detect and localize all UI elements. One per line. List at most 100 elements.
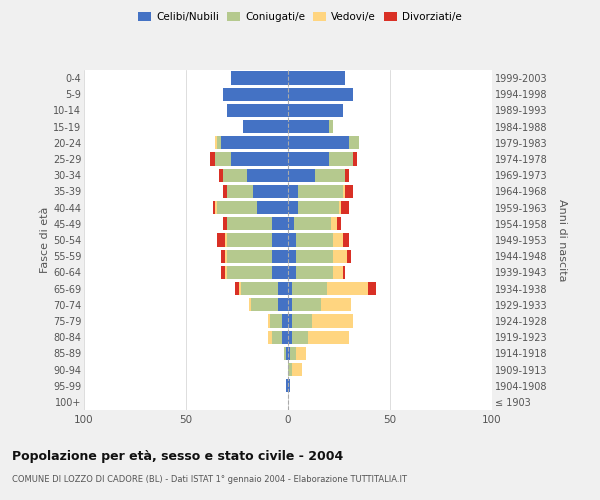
Bar xyxy=(329,152,353,166)
Bar xyxy=(288,282,292,295)
Bar xyxy=(227,266,272,279)
Bar xyxy=(288,217,294,230)
Bar xyxy=(320,298,351,312)
Bar xyxy=(223,185,227,198)
Bar xyxy=(333,250,347,263)
Bar xyxy=(298,185,343,198)
Bar xyxy=(221,136,288,149)
Bar xyxy=(217,136,221,149)
Bar xyxy=(368,282,376,295)
Bar xyxy=(253,185,288,198)
Bar xyxy=(288,363,292,376)
Bar xyxy=(212,201,215,214)
Bar xyxy=(217,201,257,214)
Bar xyxy=(215,152,231,166)
Bar xyxy=(288,346,290,360)
Y-axis label: Anni di nascita: Anni di nascita xyxy=(557,198,567,281)
Bar xyxy=(286,379,288,392)
Bar xyxy=(218,168,223,182)
Bar xyxy=(292,330,308,344)
Bar xyxy=(272,250,288,263)
Bar xyxy=(243,120,288,134)
Bar xyxy=(288,298,292,312)
Bar xyxy=(269,314,282,328)
Bar xyxy=(215,201,217,214)
Bar xyxy=(227,185,253,198)
Bar xyxy=(333,234,343,246)
Bar xyxy=(308,330,349,344)
Bar xyxy=(272,330,282,344)
Bar xyxy=(296,346,307,360)
Bar xyxy=(327,282,368,295)
Bar xyxy=(296,234,333,246)
Bar xyxy=(288,88,353,101)
Bar xyxy=(347,250,351,263)
Bar xyxy=(282,330,288,344)
Bar xyxy=(278,298,288,312)
Bar xyxy=(353,152,358,166)
Bar xyxy=(333,266,343,279)
Bar xyxy=(257,201,288,214)
Bar xyxy=(288,168,314,182)
Bar xyxy=(286,346,288,360)
Bar xyxy=(227,250,272,263)
Bar xyxy=(298,201,339,214)
Bar xyxy=(211,152,215,166)
Bar xyxy=(272,266,288,279)
Bar xyxy=(223,88,288,101)
Bar xyxy=(288,201,298,214)
Bar xyxy=(221,250,225,263)
Bar xyxy=(288,120,329,134)
Bar xyxy=(235,282,239,295)
Bar xyxy=(217,234,225,246)
Bar xyxy=(239,282,241,295)
Bar xyxy=(288,266,296,279)
Bar xyxy=(223,168,247,182)
Bar xyxy=(343,266,345,279)
Bar xyxy=(331,217,337,230)
Bar xyxy=(288,185,298,198)
Bar xyxy=(288,314,292,328)
Bar xyxy=(231,152,288,166)
Bar xyxy=(225,250,227,263)
Bar xyxy=(339,201,341,214)
Bar xyxy=(345,168,349,182)
Bar xyxy=(227,234,272,246)
Bar xyxy=(292,363,302,376)
Y-axis label: Fasce di età: Fasce di età xyxy=(40,207,50,273)
Bar xyxy=(272,217,288,230)
Bar xyxy=(288,234,296,246)
Bar xyxy=(231,72,288,85)
Bar xyxy=(345,185,353,198)
Bar xyxy=(227,217,272,230)
Legend: Celibi/Nubili, Coniugati/e, Vedovi/e, Divorziati/e: Celibi/Nubili, Coniugati/e, Vedovi/e, Di… xyxy=(134,8,466,26)
Bar xyxy=(349,136,359,149)
Bar xyxy=(288,72,345,85)
Bar xyxy=(282,314,288,328)
Bar xyxy=(227,104,288,117)
Bar xyxy=(288,136,349,149)
Bar xyxy=(313,314,353,328)
Bar xyxy=(225,266,227,279)
Bar xyxy=(343,185,345,198)
Bar xyxy=(314,168,345,182)
Bar xyxy=(284,346,286,360)
Bar xyxy=(241,282,278,295)
Bar xyxy=(337,217,341,230)
Text: Popolazione per età, sesso e stato civile - 2004: Popolazione per età, sesso e stato civil… xyxy=(12,450,343,463)
Bar xyxy=(221,266,225,279)
Bar xyxy=(225,234,227,246)
Bar xyxy=(288,104,343,117)
Bar xyxy=(341,201,349,214)
Bar xyxy=(294,217,331,230)
Bar xyxy=(288,152,329,166)
Bar xyxy=(288,379,290,392)
Bar xyxy=(288,330,292,344)
Bar xyxy=(296,266,333,279)
Bar xyxy=(278,282,288,295)
Bar xyxy=(268,330,272,344)
Bar xyxy=(272,234,288,246)
Bar xyxy=(249,298,251,312)
Bar xyxy=(251,298,278,312)
Text: COMUNE DI LOZZO DI CADORE (BL) - Dati ISTAT 1° gennaio 2004 - Elaborazione TUTTI: COMUNE DI LOZZO DI CADORE (BL) - Dati IS… xyxy=(12,475,407,484)
